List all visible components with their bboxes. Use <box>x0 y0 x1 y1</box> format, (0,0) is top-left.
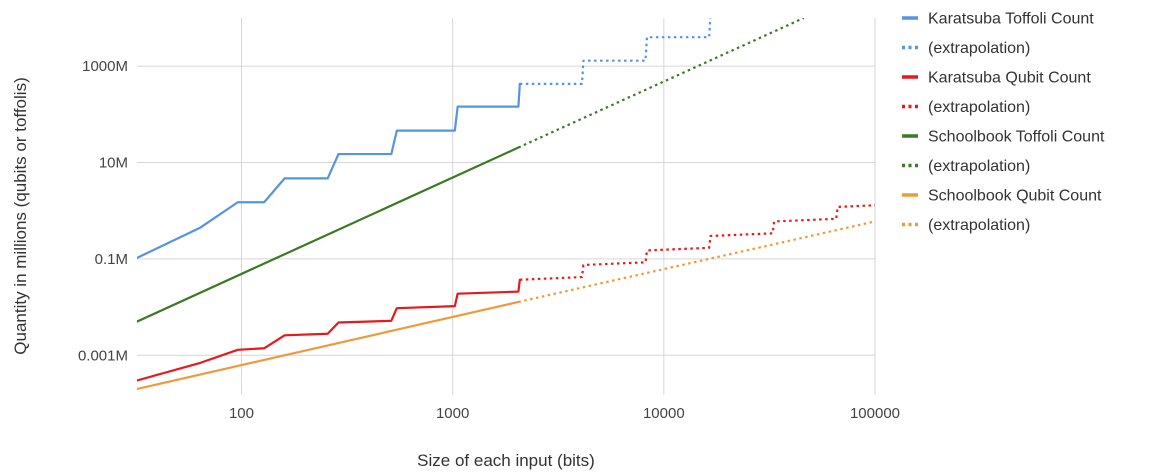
legend-label: (extrapolation) <box>928 40 1030 57</box>
y-axis-title: Quantity in millions (qubits or toffolis… <box>11 77 30 354</box>
series-line-6 <box>137 300 520 391</box>
legend-label: (extrapolation) <box>928 217 1030 234</box>
legend-label: Schoolbook Toffoli Count <box>928 129 1105 146</box>
y-tick-label: 0.1M <box>95 251 128 268</box>
legend-label: Karatsuba Qubit Count <box>928 70 1091 87</box>
x-axis-ticks: 100 1000 10000 100000 <box>229 405 900 422</box>
series-line-0 <box>137 82 521 260</box>
x-tick-label: 10000 <box>643 405 685 422</box>
series-line-3-extrapolation <box>519 204 875 281</box>
legend-label: Karatsuba Toffoli Count <box>928 11 1094 28</box>
x-tick-label: 100000 <box>850 405 900 422</box>
legend-item: Schoolbook Toffoli Count <box>902 129 1105 146</box>
plot-series <box>137 18 875 391</box>
y-tick-label: 0.001M <box>78 347 128 364</box>
y-tick-label: 10M <box>99 155 128 172</box>
series-line-5-extrapolation <box>517 18 805 149</box>
x-tick-label: 1000 <box>436 405 469 422</box>
grid <box>137 18 876 395</box>
legend-item: (extrapolation) <box>902 99 1030 116</box>
y-tick-label: 1000M <box>82 58 128 75</box>
series-line-1-extrapolation <box>519 18 712 85</box>
legend: Karatsuba Toffoli Count (extrapolation) Ka… <box>902 11 1105 234</box>
legend-item: Karatsuba Toffoli Count <box>902 11 1094 28</box>
legend-label: (extrapolation) <box>928 158 1030 175</box>
legend-item: Schoolbook Qubit Count <box>902 188 1102 205</box>
legend-item: (extrapolation) <box>902 158 1030 175</box>
legend-label: Schoolbook Qubit Count <box>928 188 1102 205</box>
legend-item: (extrapolation) <box>902 40 1030 57</box>
legend-label: (extrapolation) <box>928 99 1030 116</box>
series-line-7-extrapolation <box>518 220 875 304</box>
series-line-2 <box>137 278 521 382</box>
series-line-4 <box>137 146 520 323</box>
x-tick-label: 100 <box>229 405 254 422</box>
y-axis-ticks: 0.001M 0.1M 10M 1000M <box>78 58 128 364</box>
x-axis-title: Size of each input (bits) <box>417 451 595 470</box>
legend-item: (extrapolation) <box>902 217 1030 234</box>
legend-item: Karatsuba Qubit Count <box>902 70 1091 87</box>
